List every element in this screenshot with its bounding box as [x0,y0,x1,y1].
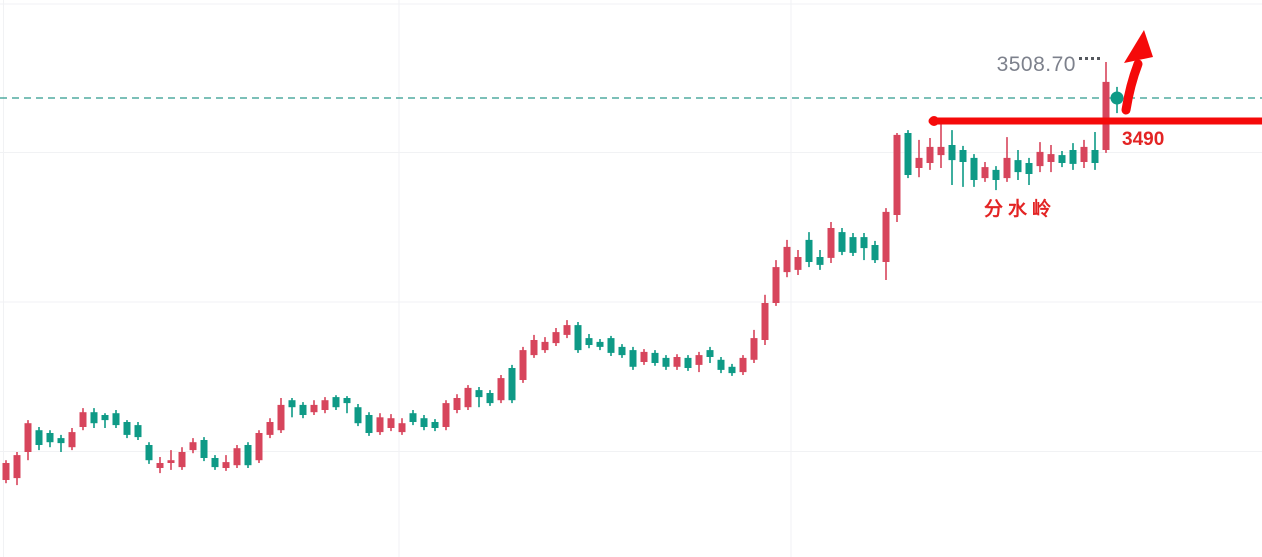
arrow-drawing[interactable] [1121,30,1153,115]
support-level-label[interactable]: 3490 [1122,129,1165,150]
last-price-dot [1110,91,1124,105]
high-price-label: 3508.70 [996,53,1076,76]
candles-layer [2,62,1121,486]
dotted-leader-line [1079,57,1100,60]
support-line-drawing[interactable] [928,116,1262,126]
watershed-label[interactable]: 分水岭 [984,199,1057,220]
